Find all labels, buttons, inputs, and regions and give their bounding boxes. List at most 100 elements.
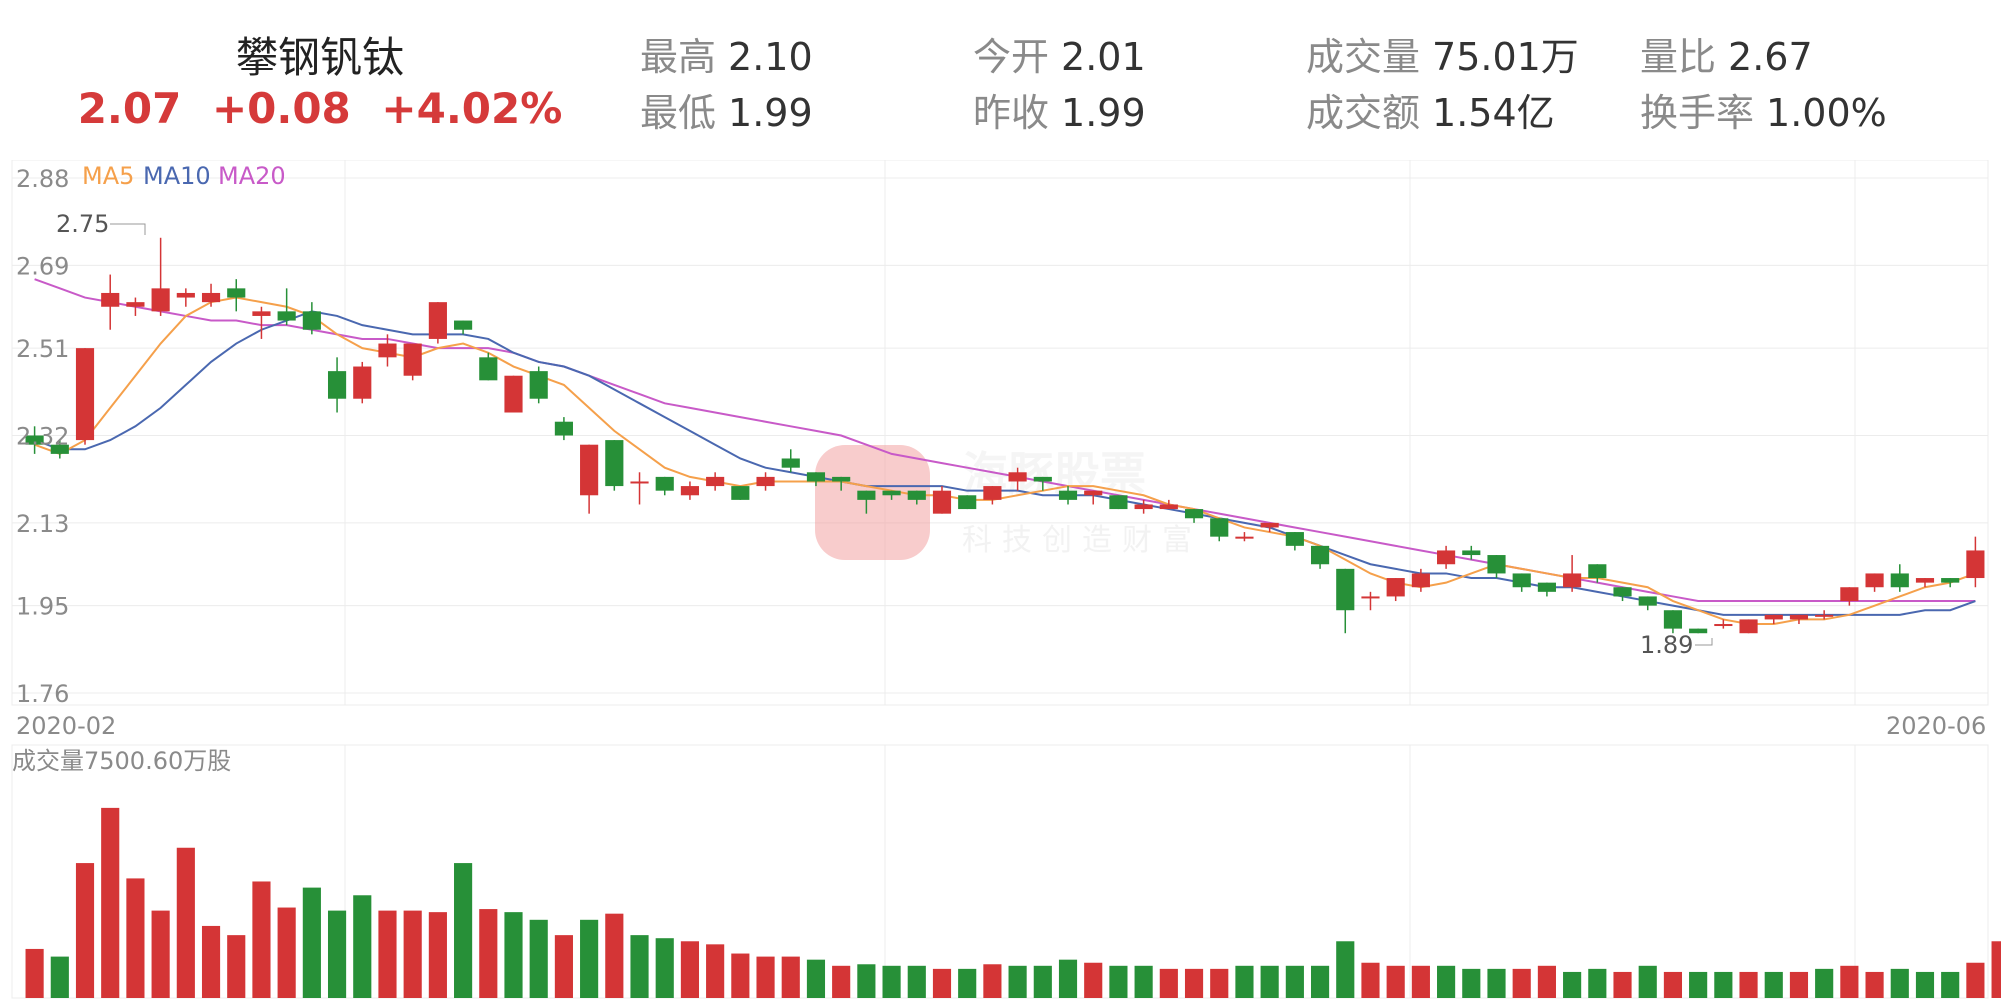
candle-body xyxy=(1235,536,1254,539)
watermark-logo-icon xyxy=(815,445,930,560)
volume-bar xyxy=(1462,968,1481,998)
candle-body xyxy=(1966,550,1985,579)
volume-bar xyxy=(1789,971,1809,998)
volume-bar xyxy=(1588,968,1607,998)
stat-label: 昨收 xyxy=(973,91,1050,135)
stat-value: 1.54亿 xyxy=(1432,91,1555,135)
candle-body xyxy=(1310,545,1330,565)
volume-bar xyxy=(958,968,977,998)
stat-turnover-amount: 成交额 1.54亿 xyxy=(1306,82,1555,137)
volume-bar xyxy=(1235,965,1254,998)
candle-body xyxy=(605,440,624,487)
stat-label: 换手率 xyxy=(1640,91,1755,135)
candle-body xyxy=(932,490,952,514)
candle-body xyxy=(101,292,120,307)
stat-label: 量比 xyxy=(1640,35,1717,79)
volume-bar xyxy=(151,910,170,998)
volume-bar xyxy=(1084,962,1103,998)
candle-body xyxy=(201,292,221,303)
volume-bar xyxy=(806,959,826,998)
last-price: 2.07 xyxy=(77,84,182,133)
y-tick-label: 2.69 xyxy=(16,252,69,280)
volume-bar xyxy=(454,863,473,998)
candlestick-series xyxy=(25,237,1985,634)
ma-legend: MA5 MA10 MA20 xyxy=(82,162,286,190)
candle-body xyxy=(428,302,447,339)
volume-bar xyxy=(1663,971,1683,998)
candle-body xyxy=(1260,522,1279,528)
volume-bar xyxy=(1411,965,1430,998)
volume-bar xyxy=(1336,941,1355,998)
stat-value: 75.01万 xyxy=(1432,35,1579,79)
stat-value: 2.01 xyxy=(1061,35,1146,79)
candle-body xyxy=(479,357,498,381)
candle-body xyxy=(126,302,145,307)
candle-body xyxy=(50,444,69,454)
stat-low: 最低 1.99 xyxy=(640,82,813,137)
stat-open: 今开 2.01 xyxy=(973,26,1146,81)
volume-bar xyxy=(1134,965,1153,998)
x-start-label: 2020-02 xyxy=(16,712,116,740)
candle-body xyxy=(1840,587,1859,602)
volume-bar xyxy=(1991,941,2001,998)
candle-body xyxy=(1789,614,1809,620)
chart-area: 海豚股票 科技创造财富 2.88 2.69 2.51 2.32 2.13 1.95 1.76… xyxy=(0,159,2001,1003)
volume-bar xyxy=(75,863,95,998)
candle-body xyxy=(680,486,700,496)
volume-bar xyxy=(706,944,725,998)
volume-bar xyxy=(1941,971,1960,998)
candle-body xyxy=(1285,532,1304,546)
candle-body xyxy=(806,472,826,482)
y-tick-label: 2.51 xyxy=(16,335,69,363)
candle-body xyxy=(1008,472,1027,482)
volume-bar xyxy=(1184,968,1204,998)
volume-series xyxy=(25,807,2001,998)
candle-body xyxy=(378,343,397,358)
volume-bar xyxy=(201,925,221,998)
volume-bar xyxy=(983,964,1002,998)
candle-body xyxy=(1915,578,1935,583)
candle-body xyxy=(403,343,422,376)
volume-title: 成交量7500.60万股 xyxy=(12,747,231,775)
volume-bar xyxy=(580,919,599,998)
min-label-leader xyxy=(1695,638,1713,646)
volume-bar xyxy=(50,956,69,998)
volume-bar xyxy=(1159,968,1178,998)
volume-bar xyxy=(1915,971,1935,998)
candle-body xyxy=(75,348,95,441)
volume-bar xyxy=(907,965,926,998)
legend-ma5: MA5 xyxy=(82,162,134,190)
candle-body xyxy=(1462,550,1481,556)
candle-body xyxy=(1386,578,1405,597)
candle-body xyxy=(302,311,321,330)
volume-bar xyxy=(1815,968,1834,998)
candle-body xyxy=(882,490,901,496)
volume-bar xyxy=(252,881,271,998)
candle-body xyxy=(1588,564,1607,579)
volume-bar xyxy=(479,909,498,998)
candle-body xyxy=(1084,490,1103,496)
candle-body xyxy=(554,421,573,436)
volume-bar xyxy=(1260,965,1279,998)
candle-body xyxy=(756,476,775,487)
volume-bar xyxy=(378,910,397,998)
stat-value: 1.99 xyxy=(728,91,813,135)
volume-bar xyxy=(1714,971,1733,998)
candle-body xyxy=(1714,624,1733,627)
volume-bar xyxy=(1638,965,1657,998)
price-change-pct: +4.02% xyxy=(381,84,563,133)
volume-bar xyxy=(605,913,624,998)
volume-bar xyxy=(832,965,851,998)
candle-body xyxy=(1210,518,1229,537)
y-axis-ticks: 2.88 2.69 2.51 2.32 2.13 1.95 1.76 xyxy=(16,165,69,708)
candle-body xyxy=(1537,582,1556,592)
candle-body xyxy=(630,481,649,484)
extreme-labels: 2.75 1.89 xyxy=(56,210,1713,659)
volume-bar xyxy=(1361,962,1380,998)
candle-body xyxy=(1613,587,1632,597)
volume-bar xyxy=(327,910,347,998)
candle-body xyxy=(25,435,44,445)
candle-body xyxy=(857,490,876,500)
candle-body xyxy=(529,371,548,399)
volume-bar xyxy=(781,956,800,998)
